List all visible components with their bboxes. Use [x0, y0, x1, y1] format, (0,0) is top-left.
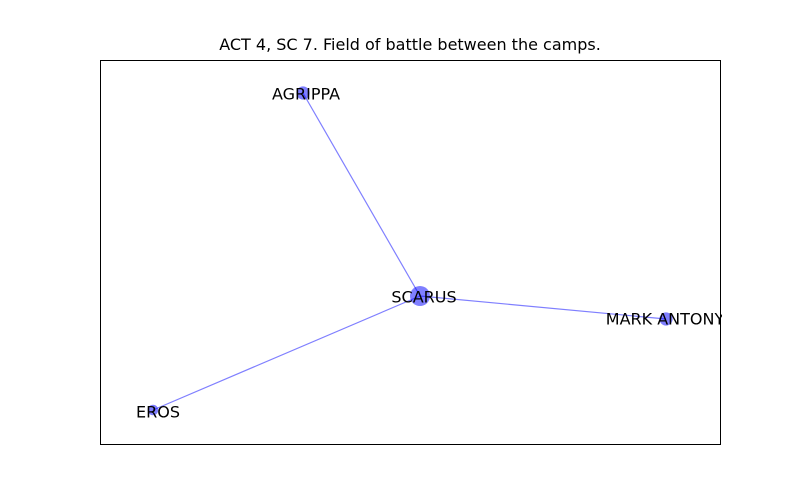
nodes-layer: [148, 86, 673, 415]
node-label-eros: EROS: [136, 403, 180, 422]
labels-layer: SCARUS AGRIPPA MARK ANTONY EROS: [136, 85, 724, 422]
edge-scarus-eros: [153, 296, 420, 410]
edges-layer: [153, 93, 666, 410]
edge-scarus-agrippa: [303, 93, 420, 296]
node-label-agrippa: AGRIPPA: [272, 85, 340, 104]
node-label-mark_antony: MARK ANTONY: [606, 310, 725, 329]
node-label-scarus: SCARUS: [391, 288, 456, 307]
plot-frame: [101, 61, 721, 445]
